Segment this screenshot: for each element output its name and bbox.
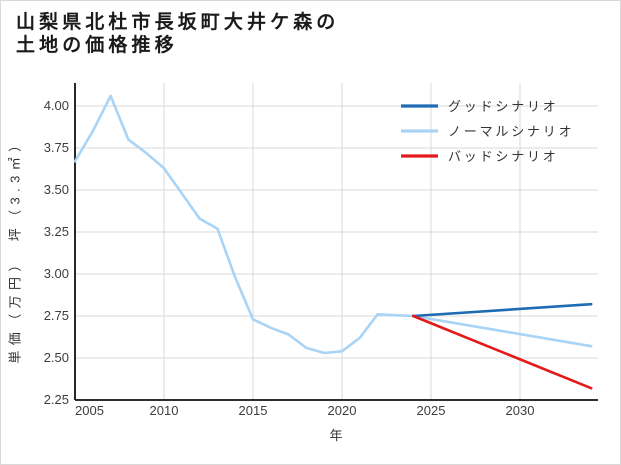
svg-text:2015: 2015 xyxy=(239,403,268,418)
svg-text:3.25: 3.25 xyxy=(44,224,69,239)
svg-text:バッドシナリオ: バッドシナリオ xyxy=(448,149,559,164)
svg-text:2025: 2025 xyxy=(417,403,446,418)
svg-text:3.00: 3.00 xyxy=(44,266,69,281)
svg-text:2.25: 2.25 xyxy=(44,392,69,407)
svg-text:2020: 2020 xyxy=(328,403,357,418)
svg-text:2010: 2010 xyxy=(150,403,179,418)
svg-text:2.75: 2.75 xyxy=(44,308,69,323)
svg-text:2.50: 2.50 xyxy=(44,350,69,365)
svg-text:4.00: 4.00 xyxy=(44,98,69,113)
svg-text:2030: 2030 xyxy=(506,403,535,418)
svg-text:ノーマルシナリオ: ノーマルシナリオ xyxy=(448,124,574,139)
svg-text:年: 年 xyxy=(329,428,342,443)
svg-text:3.50: 3.50 xyxy=(44,182,69,197)
svg-text:3.75: 3.75 xyxy=(44,140,69,155)
svg-text:2005: 2005 xyxy=(75,403,104,418)
svg-text:グッドシナリオ: グッドシナリオ xyxy=(448,99,559,114)
